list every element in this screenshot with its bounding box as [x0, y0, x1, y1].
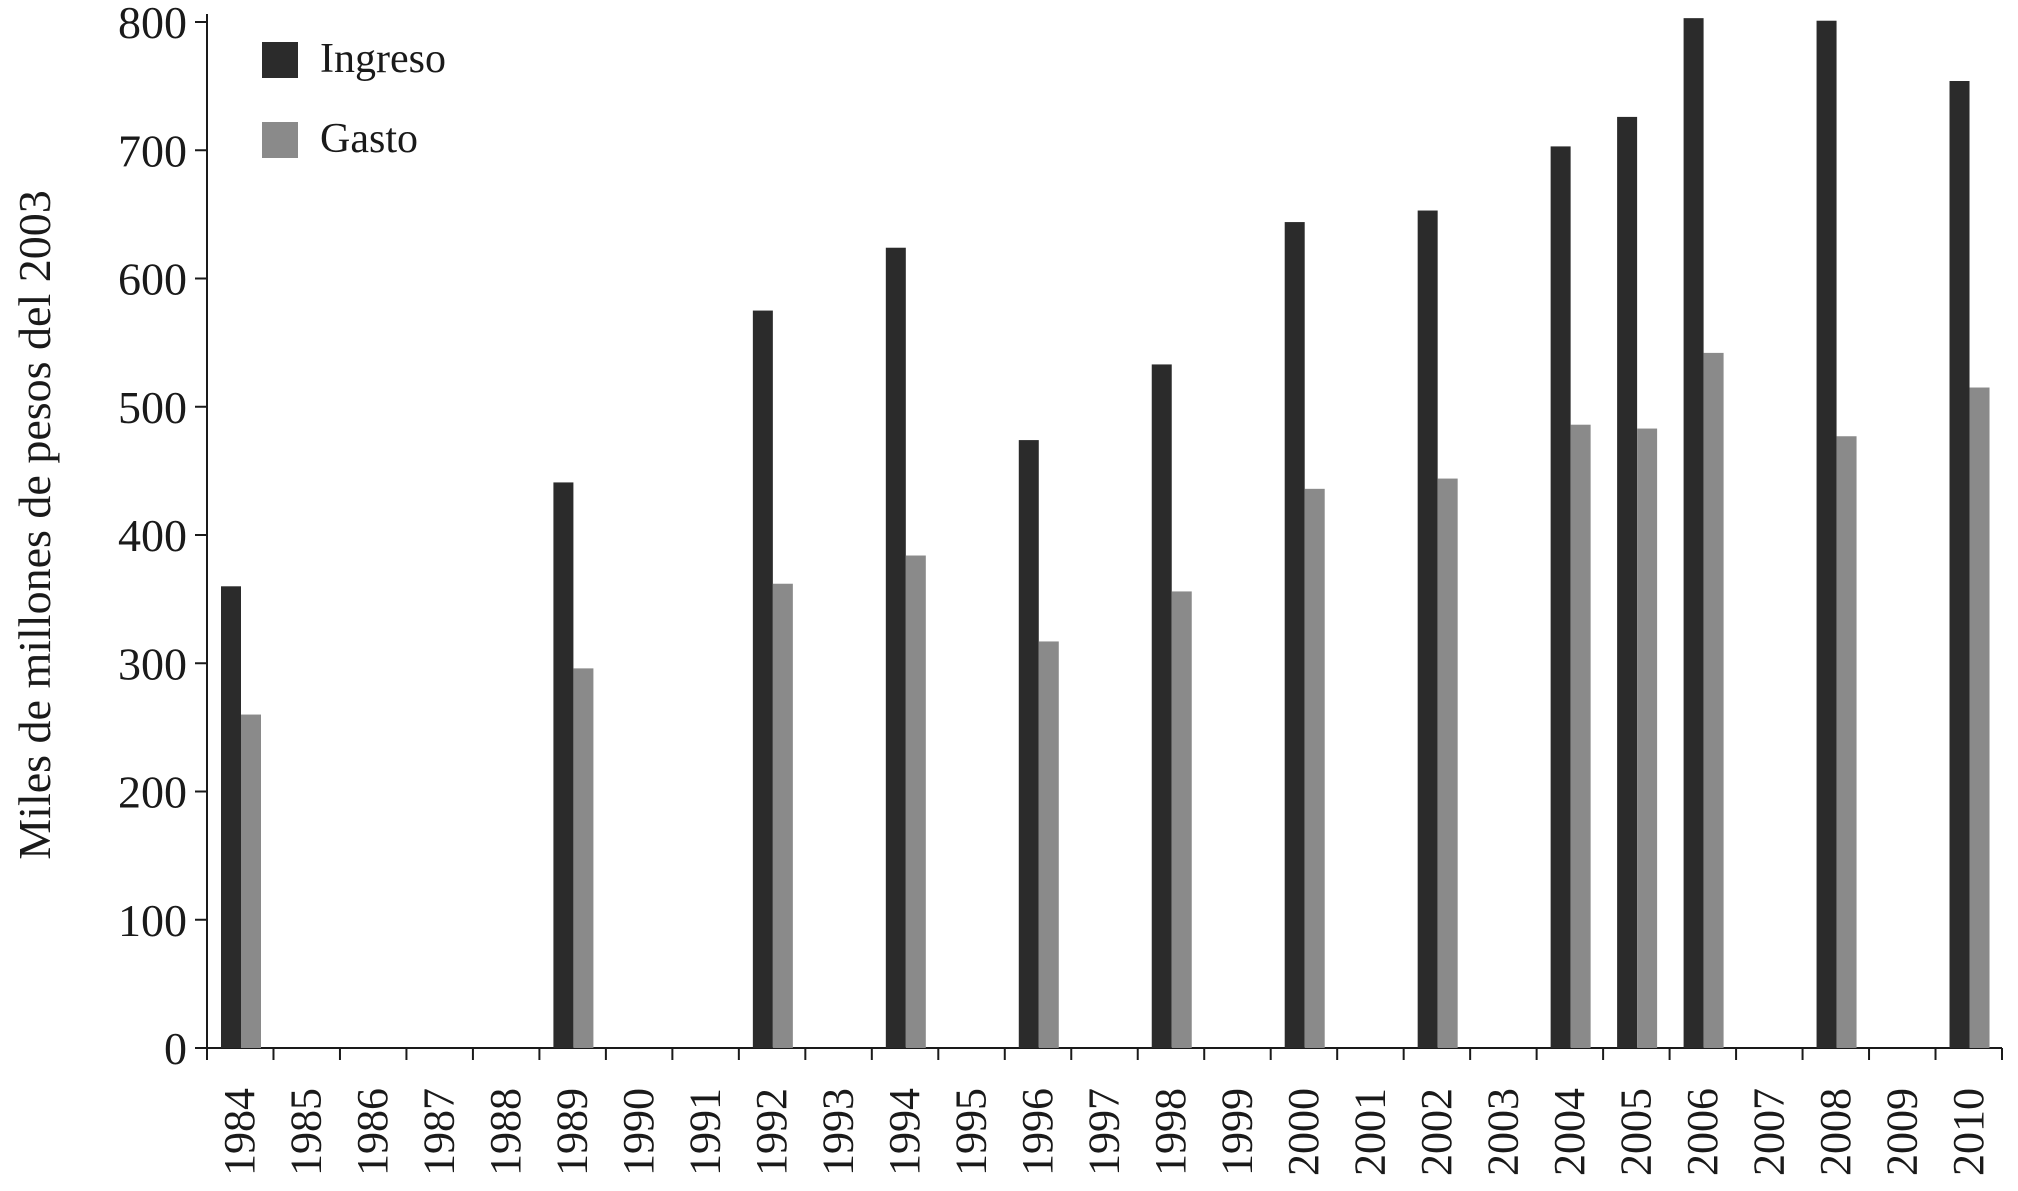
- bar-gasto-2005: [1637, 428, 1658, 1048]
- bar-ingreso-2010: [1949, 80, 1970, 1049]
- x-tick-label: 2009: [1877, 1088, 1926, 1176]
- y-axis: 0 100 200 300 400 500 600 700 800: [118, 0, 208, 1074]
- x-tick-label: 1997: [1080, 1088, 1129, 1176]
- bar-ingreso-1992: [752, 310, 773, 1048]
- legend-swatch-gasto: [262, 122, 298, 158]
- bar-ingreso-1994: [885, 247, 906, 1049]
- bar-gasto-2010: [1969, 387, 1990, 1048]
- bar-ingreso-1996: [1018, 440, 1039, 1049]
- bar-ingreso-2004: [1550, 146, 1571, 1049]
- x-tick-label: 2008: [1811, 1088, 1860, 1176]
- y-tick-label: 800: [118, 0, 187, 48]
- y-tick-label: 300: [118, 638, 187, 689]
- x-tick-label: 2003: [1478, 1088, 1527, 1176]
- x-tick-label: 1985: [282, 1088, 331, 1176]
- x-tick-label: 1984: [215, 1088, 264, 1176]
- x-tick-label: 1994: [880, 1088, 929, 1176]
- bar-gasto-1984: [241, 714, 261, 1048]
- bar-ingreso-1989: [553, 482, 574, 1049]
- bars: [221, 18, 1990, 1049]
- bar-ingreso-2000: [1284, 222, 1305, 1048]
- x-tick-label: 2000: [1279, 1088, 1328, 1176]
- bar-gasto-1992: [772, 583, 793, 1048]
- x-tick-label: 1990: [614, 1088, 663, 1176]
- x-axis: 1984 1985 1986 1987 1988 1989 1990 1991 1992 1993…: [206, 1047, 2003, 1176]
- bar-gasto-1996: [1038, 641, 1059, 1048]
- bar-ingreso-2008: [1816, 20, 1837, 1048]
- y-axis-label: Miles de millones de pesos del 2003: [9, 190, 60, 859]
- x-tick-label: 1993: [814, 1088, 863, 1176]
- y-tick-label: 500: [118, 382, 187, 433]
- x-tick-label: 1987: [415, 1088, 464, 1176]
- x-tick-label: 2007: [1744, 1088, 1793, 1176]
- legend-label-ingreso: Ingreso: [320, 36, 446, 82]
- x-tick-label: 2005: [1611, 1088, 1660, 1176]
- x-tick-label: 1992: [747, 1088, 796, 1176]
- y-tick-label: 600: [118, 254, 187, 305]
- bar-gasto-2006: [1703, 352, 1724, 1048]
- x-tick-label: 2002: [1412, 1088, 1461, 1176]
- x-tick-label: 1996: [1013, 1088, 1062, 1176]
- y-tick-label: 200: [118, 767, 187, 818]
- bar-ingreso-2002: [1417, 210, 1438, 1049]
- bar-gasto-2004: [1570, 424, 1591, 1049]
- y-tick-label: 400: [118, 510, 187, 561]
- bar-ingreso-2005: [1617, 116, 1638, 1048]
- y-tick-label: 100: [118, 895, 187, 946]
- bar-gasto-1994: [905, 555, 926, 1048]
- bar-gasto-2000: [1304, 488, 1325, 1049]
- x-tick-label: 2006: [1678, 1088, 1727, 1176]
- x-tick-label: 1991: [681, 1088, 730, 1176]
- x-tick-label: 1995: [947, 1088, 996, 1176]
- x-tick-label: 2004: [1545, 1088, 1594, 1176]
- x-tick-label: 1998: [1146, 1088, 1195, 1176]
- bar-gasto-1989: [573, 668, 594, 1048]
- x-tick-label: 2001: [1345, 1088, 1394, 1176]
- legend: Ingreso Gasto: [262, 36, 446, 162]
- x-tick-label: 1999: [1212, 1088, 1261, 1176]
- y-tick-label: 700: [118, 125, 187, 176]
- y-tick-label: 0: [164, 1023, 187, 1074]
- bar-ingreso-1984: [221, 586, 241, 1048]
- x-tick-label: 1988: [481, 1088, 530, 1176]
- bar-gasto-1998: [1171, 591, 1192, 1048]
- bar-ingreso-1998: [1151, 364, 1172, 1048]
- bar-gasto-2008: [1836, 436, 1857, 1048]
- x-tick-label: 1989: [548, 1088, 597, 1176]
- legend-label-gasto: Gasto: [320, 116, 418, 162]
- x-tick-label: 2010: [1944, 1088, 1993, 1176]
- bar-gasto-2002: [1437, 478, 1458, 1048]
- legend-swatch-ingreso: [262, 42, 298, 78]
- bar-ingreso-2006: [1683, 18, 1704, 1049]
- x-tick-label: 1986: [348, 1088, 397, 1176]
